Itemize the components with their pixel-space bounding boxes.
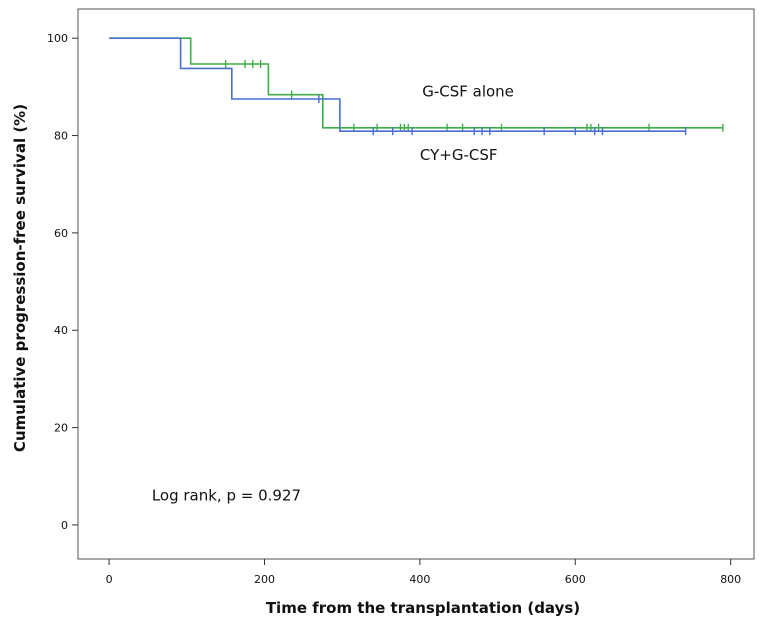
- x-tick-label: 600: [565, 573, 586, 586]
- x-tick-label: 0: [106, 573, 113, 586]
- y-tick-label: 100: [47, 32, 68, 45]
- series-layer: [109, 37, 724, 136]
- y-tick-label: 60: [54, 227, 68, 240]
- x-tick-label: 200: [254, 573, 275, 586]
- x-tick-label: 400: [409, 573, 430, 586]
- plot-area: [77, 8, 755, 560]
- x-axis-title: Time from the transplantation (days): [266, 599, 580, 617]
- y-tick-label: 40: [54, 324, 68, 337]
- series-label: CY+G-CSF: [420, 146, 498, 164]
- log-rank-annotation: Log rank, p = 0.927: [152, 487, 301, 505]
- axis-layer: 0 200 400 600 800 0 20 40 60 80 100: [47, 32, 741, 586]
- survival-curve: [109, 37, 723, 129]
- x-tick-label: 800: [720, 573, 741, 586]
- survival-curve: [109, 37, 686, 132]
- series-cy-g-csf: [109, 37, 687, 136]
- y-tick-label: 0: [61, 519, 68, 532]
- y-axis-title: Cumulative progression-free survival (%): [11, 104, 29, 452]
- series-label: G-CSF alone: [422, 83, 514, 101]
- y-tick-label: 80: [54, 130, 68, 143]
- y-tick-label: 20: [54, 422, 68, 435]
- annotation-layer: G-CSF alone CY+G-CSF Log rank, p = 0.927: [152, 83, 514, 505]
